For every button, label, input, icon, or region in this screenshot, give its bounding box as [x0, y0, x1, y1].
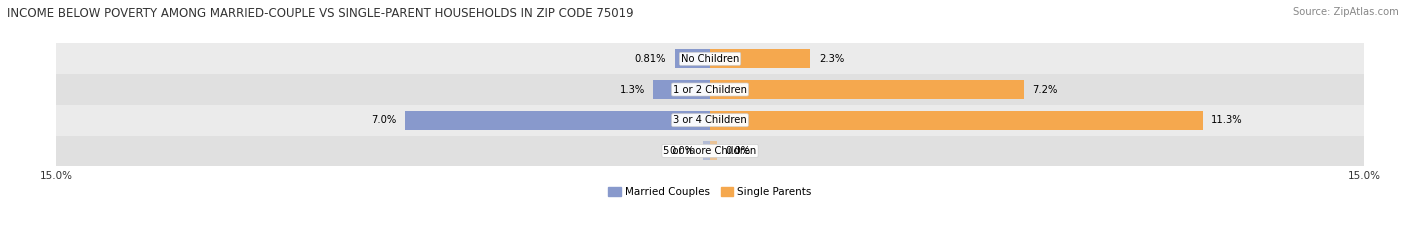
Text: 7.0%: 7.0%: [371, 115, 396, 125]
Bar: [703, 141, 710, 160]
Bar: [405, 111, 710, 130]
Text: 5 or more Children: 5 or more Children: [664, 146, 756, 156]
Text: 3 or 4 Children: 3 or 4 Children: [673, 115, 747, 125]
Bar: [710, 111, 1202, 130]
Bar: [710, 49, 810, 68]
Bar: [56, 105, 1364, 136]
Text: 0.0%: 0.0%: [725, 146, 751, 156]
Bar: [56, 74, 1364, 105]
Text: 2.3%: 2.3%: [818, 54, 844, 64]
Text: 0.81%: 0.81%: [634, 54, 666, 64]
Bar: [675, 49, 710, 68]
Bar: [654, 80, 710, 99]
Text: 11.3%: 11.3%: [1212, 115, 1243, 125]
Bar: [710, 80, 1024, 99]
Legend: Married Couples, Single Parents: Married Couples, Single Parents: [605, 183, 815, 201]
Text: INCOME BELOW POVERTY AMONG MARRIED-COUPLE VS SINGLE-PARENT HOUSEHOLDS IN ZIP COD: INCOME BELOW POVERTY AMONG MARRIED-COUPL…: [7, 7, 634, 20]
Text: 1 or 2 Children: 1 or 2 Children: [673, 85, 747, 95]
Text: Source: ZipAtlas.com: Source: ZipAtlas.com: [1294, 7, 1399, 17]
Text: 1.3%: 1.3%: [620, 85, 644, 95]
Text: No Children: No Children: [681, 54, 740, 64]
Text: 0.0%: 0.0%: [669, 146, 695, 156]
Bar: [56, 136, 1364, 166]
Bar: [710, 141, 717, 160]
Bar: [56, 44, 1364, 74]
Text: 7.2%: 7.2%: [1032, 85, 1057, 95]
